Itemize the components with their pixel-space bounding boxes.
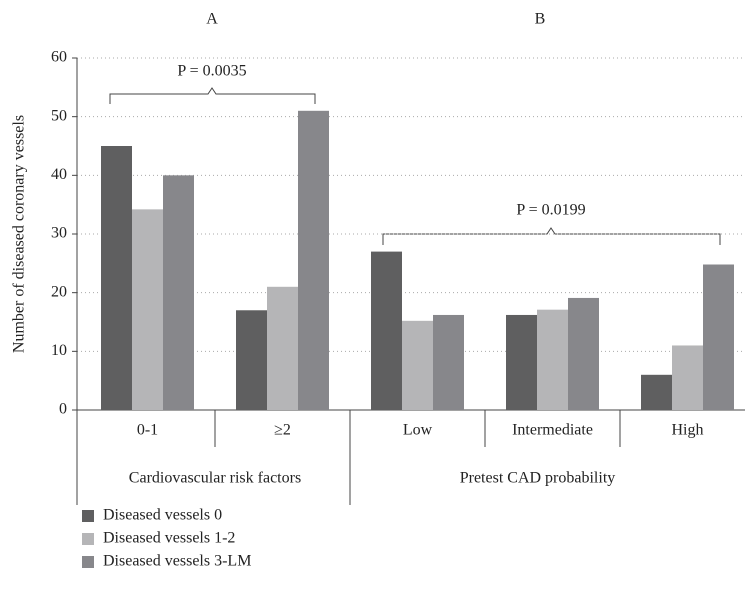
y-tick-label: 20 — [51, 283, 67, 300]
bar — [506, 314, 537, 410]
bar — [568, 297, 599, 410]
bracket — [109, 87, 316, 104]
x-tick-label: 0-1 — [137, 422, 158, 439]
bar — [433, 314, 464, 410]
bar — [298, 110, 329, 411]
bar — [703, 264, 734, 410]
legend-label: Diseased vessels 1-2 — [103, 530, 235, 547]
group-label: Cardiovascular risk factors — [129, 470, 301, 487]
panel-label: B — [535, 11, 546, 28]
x-tick-label: High — [672, 422, 704, 439]
bar — [101, 146, 132, 410]
y-axis-label: Number of diseased coronary vessels — [11, 115, 28, 353]
bar — [641, 374, 672, 410]
annotation: P = 0.0035 — [177, 63, 246, 80]
annotation: P = 0.0199 — [516, 202, 585, 219]
bar — [672, 345, 703, 410]
y-tick-label: 40 — [51, 166, 67, 183]
y-tick-label: 0 — [59, 401, 67, 418]
panel-label: A — [206, 11, 218, 28]
y-tick-label: 50 — [51, 107, 67, 124]
x-tick-label: Low — [403, 422, 433, 439]
y-tick-label: 30 — [51, 225, 67, 242]
bar — [402, 320, 433, 410]
bar — [537, 309, 568, 410]
bar — [267, 286, 298, 410]
y-tick-label: 10 — [51, 342, 67, 359]
bar — [132, 209, 163, 410]
bar — [236, 310, 267, 410]
legend-label: Diseased vessels 0 — [103, 507, 222, 524]
x-tick-label: Intermediate — [512, 422, 593, 439]
y-tick-label: 60 — [51, 49, 67, 66]
bracket — [382, 227, 721, 245]
legend-swatch — [82, 510, 94, 522]
group-label: Pretest CAD probability — [460, 470, 616, 487]
x-tick-label: ≥2 — [274, 422, 291, 439]
legend-swatch — [82, 533, 94, 545]
bar — [163, 175, 194, 410]
legend-label: Diseased vessels 3-LM — [103, 553, 251, 570]
bar — [371, 251, 402, 410]
legend-swatch — [82, 556, 94, 568]
